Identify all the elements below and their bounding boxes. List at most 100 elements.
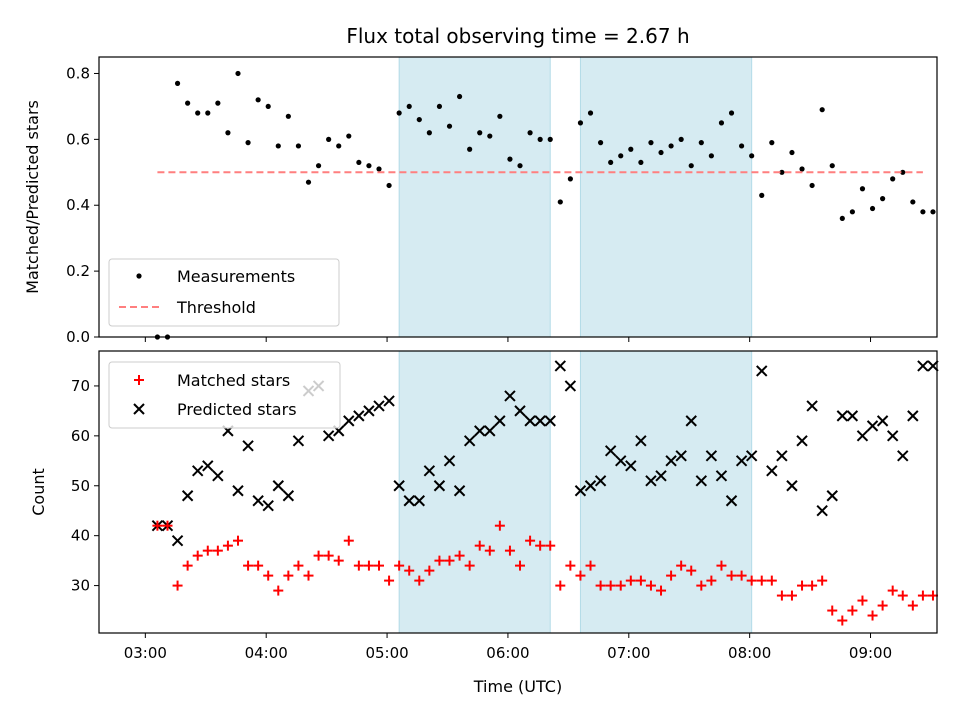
- matched-star-point: [847, 605, 858, 616]
- matched-star-point: [232, 535, 243, 546]
- bottom-panel: 30 40 50 60 70 03:00 04:00 05:00 06:00 07:00 08:0…: [29, 350, 939, 696]
- predicted-star-point: [876, 415, 889, 427]
- bottom-legend-box: [108, 361, 341, 429]
- measurement-point: [436, 103, 443, 110]
- matched-star-point: [313, 550, 324, 561]
- predicted-star-point: [554, 360, 567, 372]
- measurement-point: [396, 110, 402, 116]
- matched-star-point: [736, 570, 747, 581]
- matched-star-point: [273, 585, 284, 596]
- predicted-star-point: [282, 490, 295, 502]
- predicted-star-point: [443, 455, 456, 467]
- predicted-star-point: [786, 480, 798, 492]
- x-tick-label: 04:00: [245, 644, 288, 662]
- predicted-star-point: [715, 470, 728, 482]
- matched-star-point: [263, 570, 274, 581]
- predicted-star-point: [927, 360, 939, 372]
- measurement-point: [608, 159, 614, 166]
- measurement-point: [799, 166, 805, 172]
- predicted-star-point: [363, 405, 375, 417]
- matched-star-point: [484, 545, 495, 556]
- matched-star-point: [404, 565, 415, 576]
- predicted-star-point: [826, 490, 838, 502]
- measurement-point: [245, 140, 251, 146]
- predicted-star-point: [383, 395, 395, 407]
- predicted-star-point: [655, 470, 667, 482]
- top-shaded-intervals: [398, 56, 753, 338]
- x-tick-label: 03:00: [124, 644, 167, 662]
- measurement-point: [537, 136, 543, 142]
- matched-star-point: [887, 585, 898, 596]
- matched-star-point: [414, 575, 425, 586]
- matched-star-point: [696, 580, 707, 591]
- matched-star-point: [363, 560, 374, 571]
- predicted-star-point: [886, 430, 899, 442]
- measurement-point: [678, 136, 684, 142]
- measurement-point: [215, 100, 221, 106]
- matched-star-point: [575, 570, 586, 581]
- predicted-star-point: [453, 485, 466, 497]
- measurement-point: [295, 143, 302, 149]
- measurement-point: [346, 133, 352, 139]
- predicted-star-point: [685, 415, 697, 427]
- shaded-interval: [579, 350, 753, 634]
- matched-star-point: [353, 560, 364, 571]
- matched-star-point: [726, 570, 737, 581]
- top-y-tick-label: 0.6: [66, 130, 90, 148]
- legend-measurements-marker: [136, 273, 142, 279]
- matched-star-point: [202, 545, 213, 556]
- x-tick-label: 08:00: [728, 644, 771, 662]
- bottom-legend: Matched stars Predicted stars: [108, 361, 341, 429]
- matched-star-point: [545, 540, 556, 551]
- legend-x-glyph: [133, 403, 145, 415]
- chart-title: Flux total observing time = 2.67 h: [346, 24, 689, 48]
- measurement-point: [255, 97, 261, 103]
- predicted-star-point: [242, 440, 254, 452]
- predicted-star-point: [343, 415, 355, 427]
- matched-star-point: [656, 585, 667, 596]
- measurement-point: [779, 169, 785, 175]
- measurement-point: [638, 159, 644, 166]
- predicted-star-point: [322, 430, 335, 442]
- predicted-star-point: [675, 450, 687, 462]
- top-y-axis-label: Matched/Predicted stars: [23, 100, 42, 294]
- top-legend-box: [108, 258, 340, 327]
- matched-star-point: [374, 560, 385, 571]
- predicted-star-point: [584, 480, 597, 492]
- matched-star-point: [716, 560, 727, 571]
- matched-star-point: [535, 540, 546, 551]
- measurement-point: [467, 146, 473, 152]
- measurement-point: [920, 209, 926, 215]
- matched-star-point: [162, 520, 173, 531]
- measurement-point: [406, 103, 412, 110]
- predicted-star-point: [625, 460, 637, 472]
- x-tick-label: 06:00: [486, 644, 529, 662]
- matched-star-point: [706, 575, 717, 586]
- measurement-point: [456, 93, 463, 100]
- measurement-point: [446, 123, 453, 129]
- matched-star-point: [927, 590, 938, 601]
- predicted-star-point: [866, 420, 879, 432]
- predicted-star-point: [373, 400, 385, 412]
- predicted-star-point: [474, 425, 486, 437]
- measurement-point: [930, 209, 936, 215]
- matched-star-point: [172, 580, 183, 591]
- matched-star-point: [756, 575, 767, 586]
- matched-star-point: [776, 590, 787, 601]
- predicted-star-point: [534, 415, 546, 427]
- matched-star-point: [897, 590, 908, 601]
- measurement-point: [869, 205, 876, 212]
- shaded-interval: [579, 56, 753, 338]
- measurement-point: [487, 133, 493, 139]
- measurement-point: [235, 70, 241, 77]
- predicted-star-point: [604, 445, 617, 457]
- predicted-star-point: [413, 495, 426, 507]
- measurement-point: [477, 130, 483, 136]
- top-x-axis-ticks: [144, 337, 872, 342]
- matched-star-point: [625, 575, 636, 586]
- predicted-star-point: [504, 390, 516, 402]
- predicted-star-point: [544, 415, 556, 427]
- measurement-point: [829, 163, 835, 169]
- predicted-star-point: [796, 435, 808, 447]
